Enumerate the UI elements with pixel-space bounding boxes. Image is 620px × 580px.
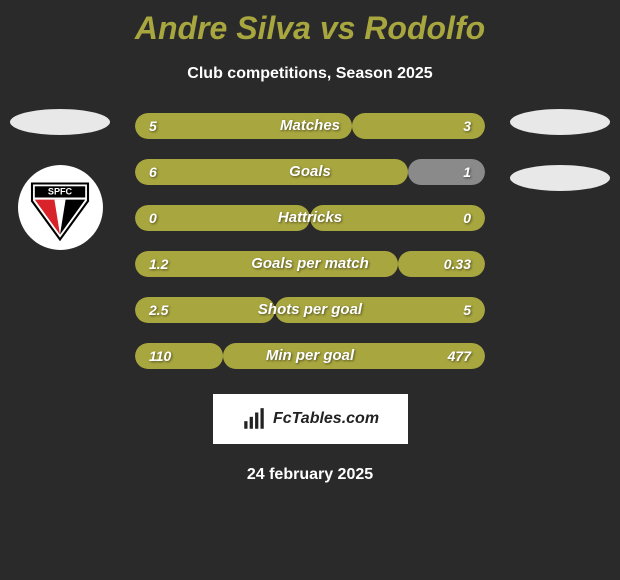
chart-icon bbox=[241, 406, 267, 432]
stat-value-left: 110 bbox=[149, 343, 171, 369]
date: 24 february 2025 bbox=[0, 466, 620, 484]
footer-badge: FcTables.com bbox=[213, 394, 408, 444]
page-title: Andre Silva vs Rodolfo bbox=[0, 0, 620, 47]
stat-value-left: 6 bbox=[149, 159, 157, 185]
stat-value-right: 0.33 bbox=[444, 251, 471, 277]
stat-value-left: 1.2 bbox=[149, 251, 168, 277]
spfc-logo-icon: SPFC bbox=[25, 173, 95, 243]
stat-label: Shots per goal bbox=[135, 297, 485, 323]
stat-value-left: 2.5 bbox=[149, 297, 168, 323]
footer-text: FcTables.com bbox=[273, 410, 379, 428]
right-player-column bbox=[510, 109, 610, 191]
stat-value-right: 0 bbox=[463, 205, 471, 231]
club-badge-right-placeholder bbox=[510, 165, 610, 191]
stat-value-left: 0 bbox=[149, 205, 157, 231]
stat-row: Goals6 1 bbox=[135, 159, 485, 185]
stat-row: Matches5 3 bbox=[135, 113, 485, 139]
stat-row: Goals per match1.2 0.33 bbox=[135, 251, 485, 277]
svg-text:SPFC: SPFC bbox=[48, 186, 73, 196]
left-player-column: SPFC bbox=[10, 109, 110, 250]
stat-value-right: 5 bbox=[463, 297, 471, 323]
stat-row: Shots per goal2.5 5 bbox=[135, 297, 485, 323]
player-avatar-left bbox=[10, 109, 110, 135]
stat-label: Goals bbox=[135, 159, 485, 185]
subtitle: Club competitions, Season 2025 bbox=[0, 65, 620, 83]
club-badge-left: SPFC bbox=[18, 165, 103, 250]
stat-row: Min per goal110 477 bbox=[135, 343, 485, 369]
player-avatar-right bbox=[510, 109, 610, 135]
stat-value-right: 477 bbox=[448, 343, 471, 369]
stat-label: Matches bbox=[135, 113, 485, 139]
stat-label: Goals per match bbox=[135, 251, 485, 277]
stat-value-right: 3 bbox=[463, 113, 471, 139]
stats-bars: Matches53Goals61Hattricks00Goals per mat… bbox=[135, 113, 485, 369]
stat-label: Hattricks bbox=[135, 205, 485, 231]
stat-label: Min per goal bbox=[135, 343, 485, 369]
stat-value-right: 1 bbox=[463, 159, 471, 185]
comparison-content: SPFC Matches53Goals61Hattricks00Goals pe… bbox=[0, 113, 620, 369]
stat-value-left: 5 bbox=[149, 113, 157, 139]
stat-row: Hattricks0 0 bbox=[135, 205, 485, 231]
